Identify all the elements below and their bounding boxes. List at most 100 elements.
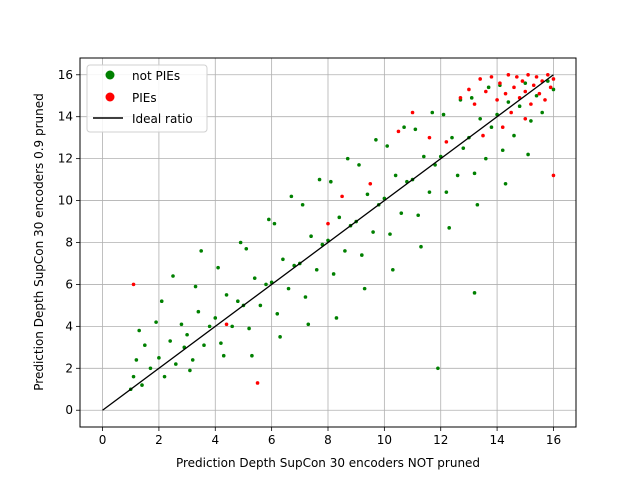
legend-label-not-pies: not PIEs [132, 69, 180, 83]
not-pies-point [419, 244, 423, 249]
pies-point [410, 110, 415, 115]
pies-point [543, 98, 547, 102]
not-pies-point [221, 353, 226, 358]
not-pies-point [272, 221, 277, 226]
pies-point [548, 85, 553, 90]
y-tick-label: 14 [58, 110, 73, 124]
not-pies-point [134, 358, 139, 362]
pies-point [520, 79, 525, 83]
not-pies-point [402, 125, 406, 129]
not-pies-point [399, 211, 404, 215]
not-pies-point [331, 272, 336, 276]
pies-point [523, 117, 528, 121]
plot-frame [79, 57, 577, 428]
not-pies-point [503, 181, 508, 186]
pies-point [512, 85, 516, 90]
x-tick-label: 8 [324, 433, 332, 447]
not-pies-point [362, 286, 367, 291]
pies-point [500, 125, 505, 129]
not-pies-point [157, 356, 161, 360]
x-tick-label: 10 [377, 433, 392, 447]
not-pies-point [137, 328, 141, 333]
not-pies-point [185, 332, 189, 337]
pies-point [537, 91, 542, 96]
y-tick-label: 8 [65, 236, 73, 250]
pies-point [340, 194, 344, 199]
pies-point [503, 91, 508, 96]
pies-point [396, 129, 401, 134]
not-pies-point [357, 163, 361, 167]
axis-ticks: 0 2 4 6 8 10 12 14 16 0 2 4 6 8 10 12 14 16 [58, 68, 561, 447]
not-pies-point [422, 154, 426, 159]
pies-point [484, 89, 488, 94]
pies-point [444, 140, 449, 144]
not-pies-point [523, 81, 528, 85]
y-tick-label: 10 [58, 194, 73, 208]
pies-point [509, 110, 513, 115]
not-pies-point [486, 85, 491, 90]
legend-label-pies: PIEs [132, 91, 157, 105]
pies-point [489, 75, 494, 79]
y-tick-label: 12 [58, 152, 73, 166]
not-pies-point [174, 362, 178, 366]
not-pies-point [247, 326, 251, 331]
not-pies-point [391, 267, 395, 272]
not-pies-point [461, 146, 466, 150]
not-pies-point [517, 104, 522, 109]
not-pies-point [478, 117, 482, 121]
pies-point [368, 181, 373, 186]
pies-point [546, 72, 550, 77]
not-pies-point [512, 133, 516, 138]
not-pies-point [179, 322, 184, 327]
not-pies-point [252, 276, 257, 280]
not-pies-point [529, 119, 533, 123]
legend-box [86, 64, 208, 133]
not-pies-point [168, 339, 172, 343]
not-pies-point [286, 286, 291, 291]
legend-marker-not-pies [105, 70, 115, 80]
x-tick-label: 2 [155, 433, 163, 447]
not-pies-point [289, 194, 294, 199]
y-axis-label: Prediction Depth SupCon 30 encoders 0.9 … [32, 93, 46, 390]
not-pies-point [427, 190, 432, 194]
not-pies-point [258, 303, 263, 308]
pies-point [531, 83, 536, 88]
not-pies-point [275, 311, 280, 316]
y-tick-label: 16 [58, 68, 73, 82]
x-axis-label: Prediction Depth SupCon 30 encoders NOT … [176, 456, 480, 470]
not-pies-point [264, 282, 268, 287]
not-pies-point [334, 316, 339, 320]
not-pies-point [430, 110, 435, 115]
not-pies-point [551, 87, 556, 92]
x-tick-label: 16 [546, 433, 561, 447]
not-pies-point [450, 135, 454, 140]
legend-marker-pies [105, 92, 115, 102]
x-tick-label: 12 [433, 433, 448, 447]
y-tick-label: 2 [65, 361, 73, 375]
not-pies-point [238, 240, 243, 245]
y-tick-label: 0 [65, 403, 73, 417]
x-tick-label: 4 [211, 433, 219, 447]
not-pies-point [500, 148, 505, 153]
not-pies-point [281, 257, 285, 262]
pies-point [498, 81, 502, 85]
not-pies-point [371, 230, 375, 234]
not-pies-point [365, 192, 370, 197]
not-pies-point [385, 144, 389, 148]
pies-point [481, 133, 485, 138]
pies-point [131, 282, 136, 287]
pies-point [224, 322, 229, 327]
not-pies-point [143, 343, 147, 348]
not-pies-point [300, 202, 305, 207]
pies-point [478, 77, 482, 81]
not-pies-point [416, 213, 420, 218]
pies-point [326, 221, 330, 226]
not-pies-point [309, 234, 313, 239]
data-points [102, 72, 556, 411]
pies-point [515, 75, 519, 79]
pies-point [529, 102, 533, 106]
not-pies-point [441, 112, 446, 117]
pies-point [472, 102, 477, 106]
not-pies-point [278, 335, 282, 339]
